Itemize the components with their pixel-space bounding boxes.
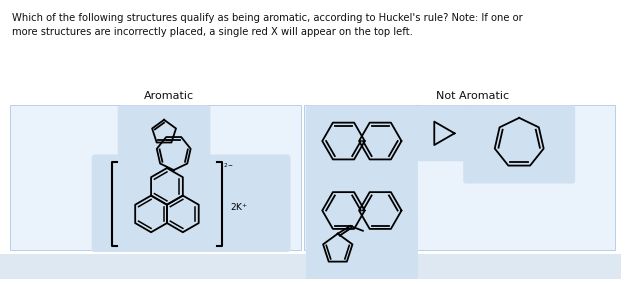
FancyBboxPatch shape bbox=[10, 105, 301, 250]
Text: $^{2-}$: $^{2-}$ bbox=[223, 162, 234, 171]
FancyBboxPatch shape bbox=[463, 105, 575, 183]
FancyBboxPatch shape bbox=[118, 105, 211, 181]
FancyBboxPatch shape bbox=[306, 174, 418, 245]
FancyBboxPatch shape bbox=[91, 154, 290, 252]
FancyBboxPatch shape bbox=[0, 254, 621, 279]
FancyBboxPatch shape bbox=[306, 219, 418, 283]
Text: 2K$^{+}$: 2K$^{+}$ bbox=[230, 202, 248, 214]
FancyBboxPatch shape bbox=[306, 105, 418, 177]
Text: Which of the following structures qualify as being aromatic, according to Huckel: Which of the following structures qualif… bbox=[12, 13, 522, 37]
FancyBboxPatch shape bbox=[417, 105, 466, 161]
Text: Not Aromatic: Not Aromatic bbox=[437, 91, 509, 101]
Text: Aromatic: Aromatic bbox=[144, 91, 194, 101]
FancyBboxPatch shape bbox=[304, 105, 615, 250]
